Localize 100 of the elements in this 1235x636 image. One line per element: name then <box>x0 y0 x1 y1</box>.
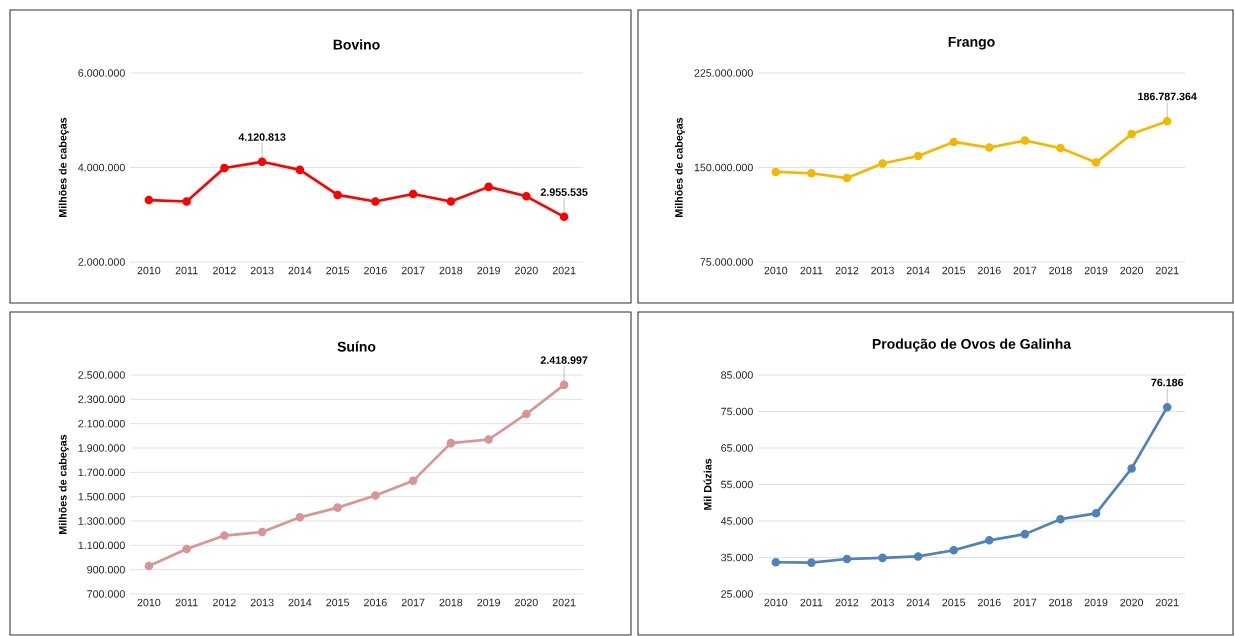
y-axis-title: Milhões de cabeças <box>674 117 685 217</box>
x-tick-label: 2020 <box>1120 266 1144 275</box>
point <box>257 157 267 167</box>
y-tick-label: 2.300.000 <box>78 395 125 404</box>
x-tick-label: 2017 <box>1013 598 1037 607</box>
point <box>1056 514 1065 524</box>
point <box>371 491 380 500</box>
x-tick-label: 2020 <box>1120 598 1144 607</box>
x-tick-label: 2011 <box>800 598 823 607</box>
point <box>842 554 852 564</box>
x-tick-label: 2017 <box>401 266 425 275</box>
point <box>985 143 994 152</box>
annotation: 2.418.997 <box>540 356 588 364</box>
point <box>807 169 816 178</box>
point <box>522 192 531 201</box>
y-tick-label: 25.000 <box>721 590 753 598</box>
point <box>182 544 191 554</box>
y-tick-label: 2.500.000 <box>78 371 125 379</box>
point <box>144 195 154 205</box>
x-tick-label: 2010 <box>764 598 788 607</box>
x-tick-label: 2017 <box>401 598 425 607</box>
x-tick-label: 2013 <box>871 266 894 275</box>
x-tick-label: 2017 <box>1013 266 1037 275</box>
y-axis-title: Milhões de cabeças <box>58 117 69 217</box>
annotation: 186.787.364 <box>1138 92 1197 101</box>
y-tick-label: 900.000 <box>87 565 125 574</box>
x-tick-label: 2015 <box>942 266 966 275</box>
annotation: 2.955.535 <box>540 188 588 196</box>
x-tick-label: 2012 <box>213 598 236 607</box>
annotation: 4.120.813 <box>238 133 286 141</box>
point <box>878 553 887 563</box>
x-tick-label: 2018 <box>1049 598 1072 607</box>
x-tick-label: 2016 <box>977 598 1001 607</box>
point <box>878 159 887 168</box>
y-tick-label: 1.500.000 <box>78 492 125 501</box>
point <box>408 189 418 199</box>
point <box>295 165 305 175</box>
x-tick-label: 2010 <box>764 266 788 275</box>
y-tick-label: 2.100.000 <box>78 419 125 428</box>
point <box>559 380 569 390</box>
x-tick-label: 2019 <box>1084 266 1108 275</box>
x-tick-label: 2016 <box>364 266 387 275</box>
x-tick-label: 2016 <box>364 598 387 607</box>
y-tick-label: 35.000 <box>721 553 753 562</box>
y-tick-label: 1.300.000 <box>78 517 125 525</box>
point <box>295 513 305 522</box>
x-tick-label: 2019 <box>477 598 500 607</box>
y-tick-label: 225.000.000 <box>694 69 753 77</box>
point <box>1162 116 1172 126</box>
x-tick-label: 2015 <box>942 598 966 607</box>
x-tick-label: 2021 <box>1155 598 1179 607</box>
y-tick-label: 150.000.000 <box>694 163 753 172</box>
y-tick-label: 1.900.000 <box>78 444 125 452</box>
point <box>913 151 923 161</box>
point <box>144 561 154 571</box>
y-tick-label: 75.000 <box>721 407 753 416</box>
x-tick-label: 2014 <box>288 598 312 607</box>
point <box>1020 136 1030 145</box>
x-tick-label: 2018 <box>439 266 463 275</box>
x-tick-label: 2011 <box>175 266 198 275</box>
x-tick-label: 2012 <box>835 266 859 275</box>
x-tick-label: 2011 <box>800 266 823 275</box>
y-tick-label: 1.100.000 <box>78 541 125 550</box>
y-tick-label: 2.000.000 <box>78 258 125 266</box>
point <box>1091 509 1101 518</box>
point <box>484 182 493 192</box>
point <box>484 435 493 444</box>
x-tick-label: 2014 <box>906 598 930 607</box>
point <box>1056 143 1065 153</box>
point <box>1091 158 1101 167</box>
y-tick-label: 1.700.000 <box>78 468 125 477</box>
point <box>1162 402 1172 412</box>
point <box>220 163 229 173</box>
point <box>446 197 456 206</box>
point <box>333 503 342 512</box>
point <box>220 531 229 540</box>
x-tick-label: 2015 <box>326 266 350 275</box>
y-tick-label: 65.000 <box>721 444 753 452</box>
x-tick-label: 2018 <box>439 598 463 607</box>
y-tick-label: 45.000 <box>720 517 753 525</box>
y-axis-title: Mil Dúzias <box>703 458 712 510</box>
x-tick-label: 2016 <box>977 266 1001 275</box>
point <box>1127 464 1136 473</box>
point <box>408 476 418 486</box>
x-tick-label: 2015 <box>326 598 350 607</box>
point <box>949 137 958 147</box>
chart-title: Suíno <box>337 341 376 352</box>
chart-title: Produção de Ovos de Galinha <box>872 338 1072 352</box>
x-tick-label: 2020 <box>515 266 538 275</box>
point <box>913 552 923 561</box>
annotation: 76.186 <box>1151 378 1184 387</box>
y-axis-title: Milhões de cabeças <box>58 434 69 534</box>
point <box>985 536 994 545</box>
x-tick-label: 2021 <box>552 598 576 607</box>
x-tick-label: 2014 <box>288 266 312 275</box>
point <box>333 190 342 200</box>
point <box>522 409 531 419</box>
point <box>771 557 781 567</box>
y-tick-label: 75.000.000 <box>700 258 753 266</box>
x-tick-label: 2021 <box>1155 266 1179 275</box>
